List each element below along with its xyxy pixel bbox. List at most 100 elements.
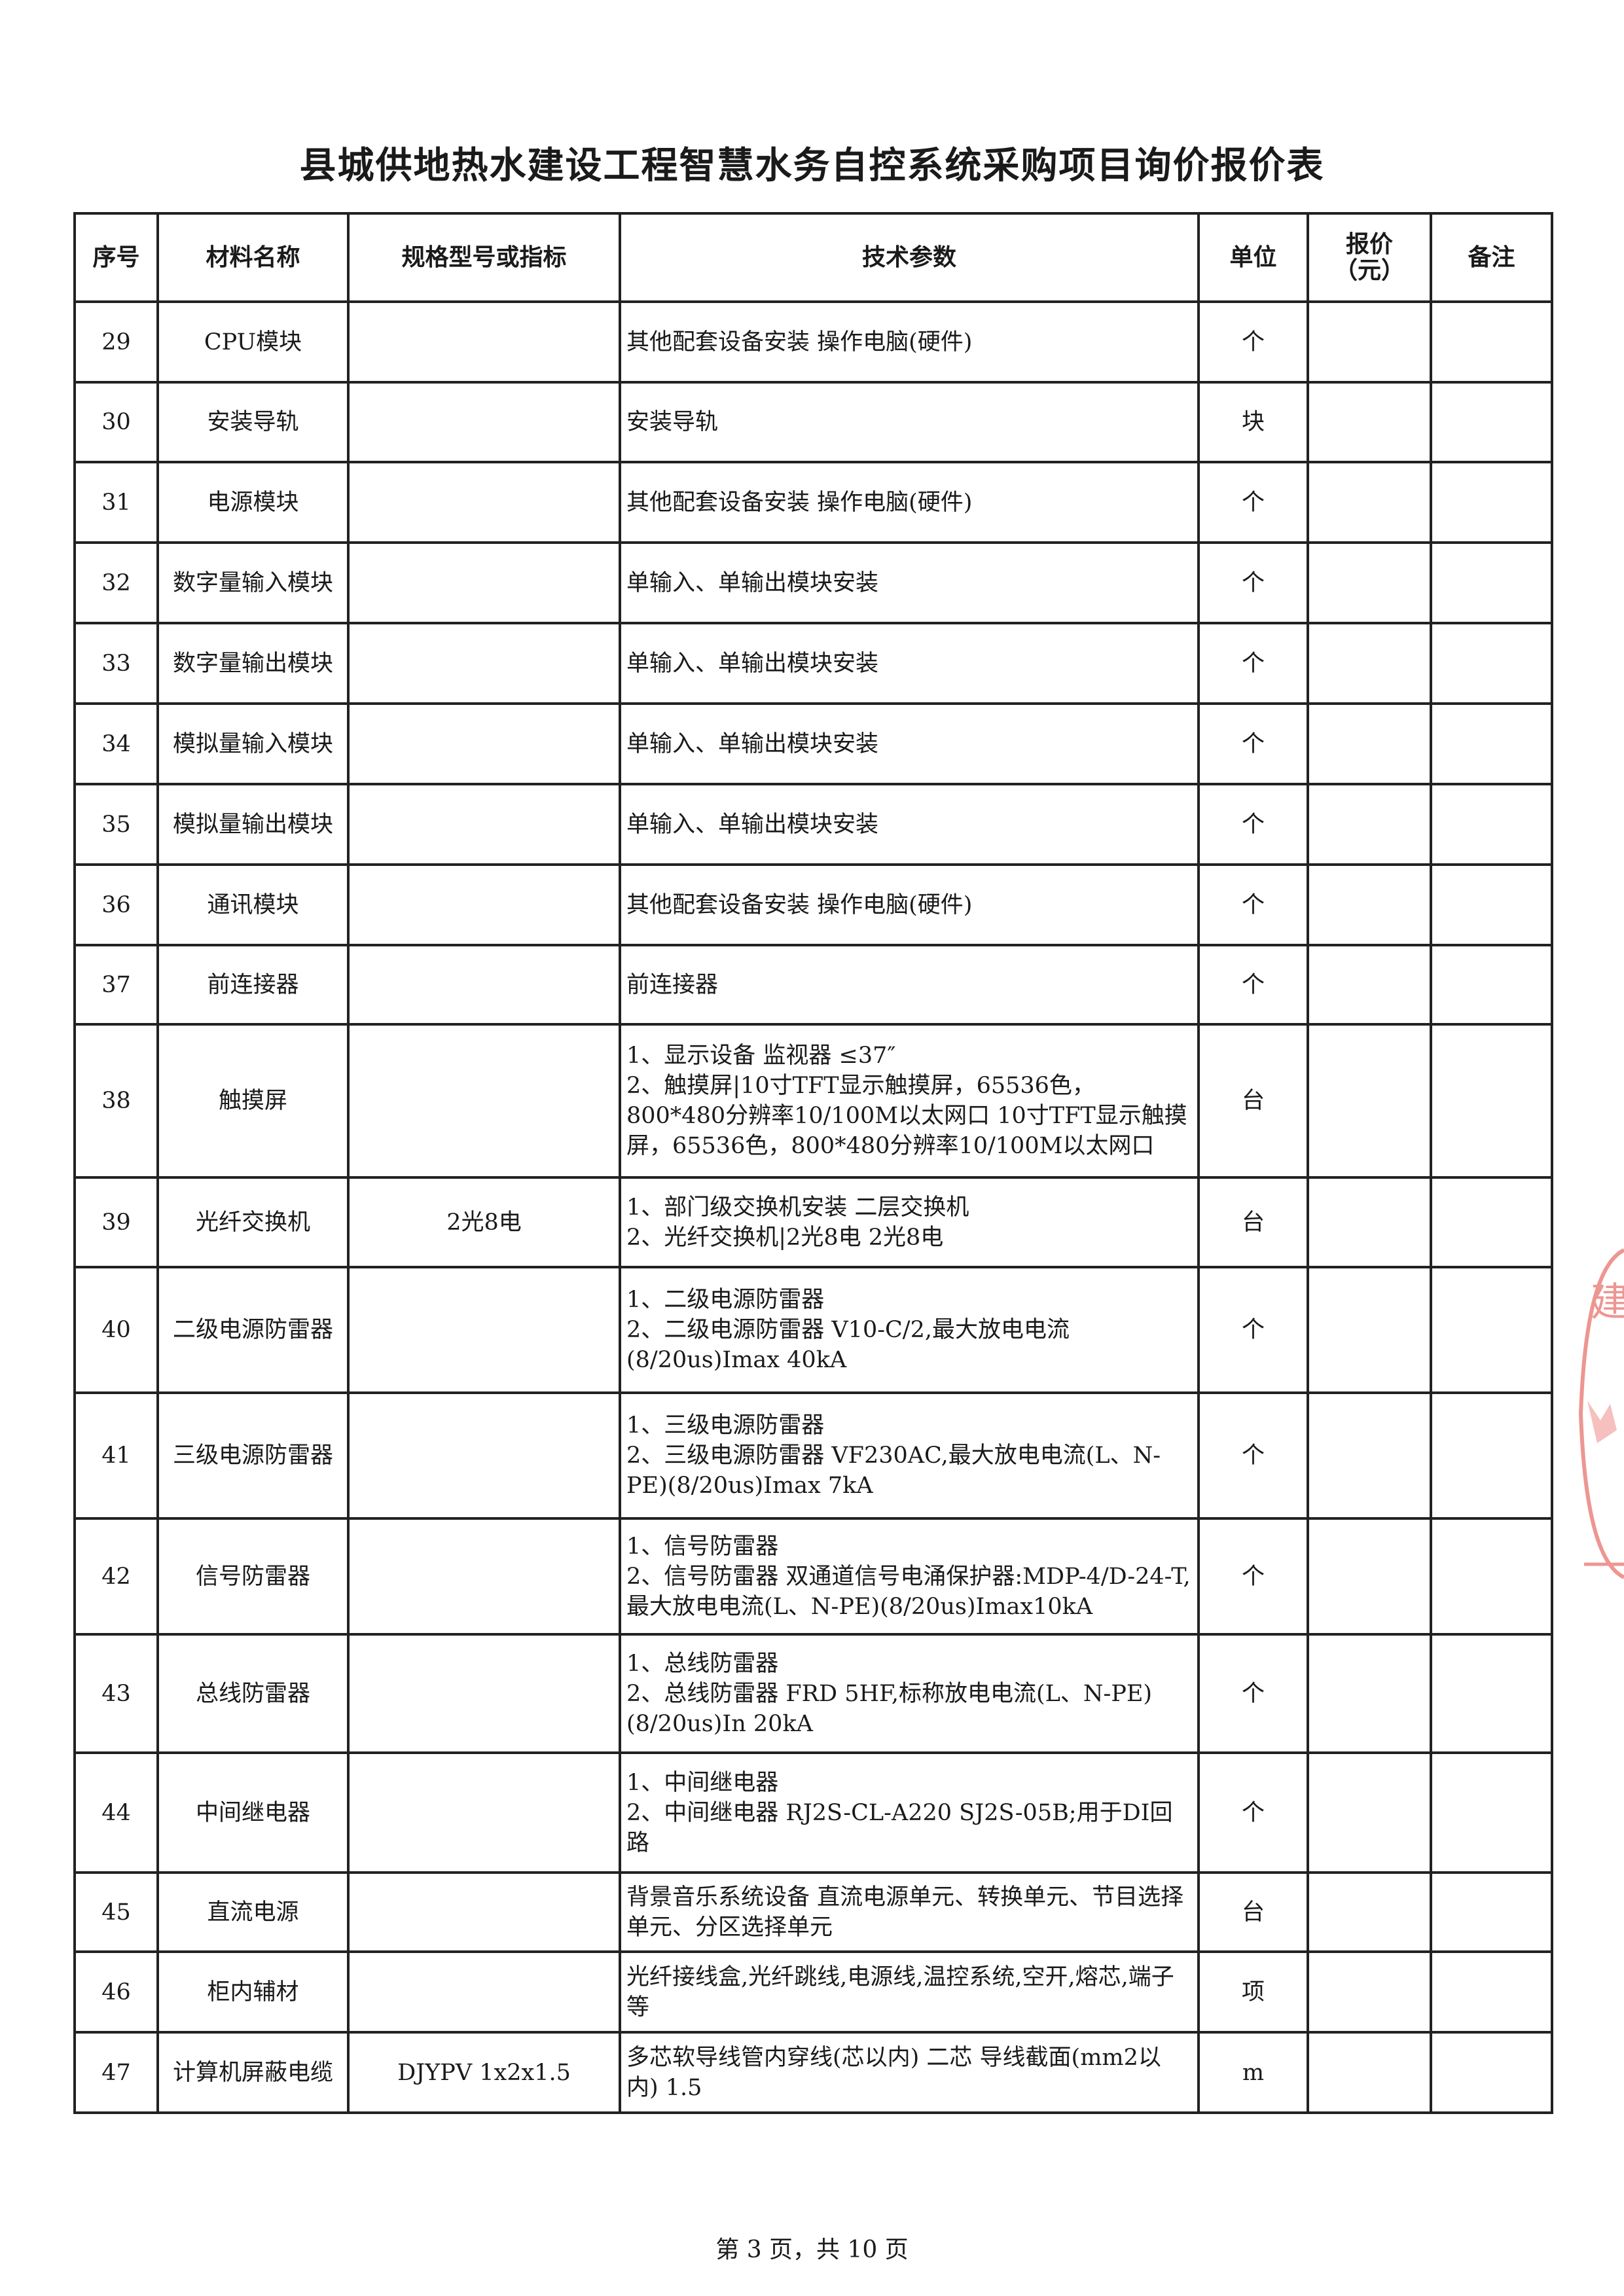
- header-row: 序号 材料名称 规格型号或指标 技术参数 单位 报价 （元） 备注: [73, 212, 1553, 303]
- column-header-spec: 规格型号或指标: [347, 212, 621, 303]
- cell-note: [1430, 1023, 1553, 1179]
- cell-name: 三级电源防雷器: [156, 1391, 350, 1520]
- cell-name: 安装导轨: [156, 381, 350, 463]
- cell-param: 1、中间继电器 2、中间继电器 RJ2S-CL-A220 SJ2S-05B;用于…: [619, 1751, 1200, 1874]
- table-row: 36 通讯模块 其他配套设备安装 操作电脑(硬件) 个: [73, 863, 1553, 946]
- cell-price: [1307, 461, 1432, 544]
- cell-price: [1307, 1176, 1432, 1268]
- cell-name: 前连接器: [156, 944, 350, 1026]
- cell-name: 二级电源防雷器: [156, 1266, 350, 1394]
- cell-spec: [347, 461, 621, 544]
- cell-price: [1307, 1391, 1432, 1520]
- cell-note: [1430, 381, 1553, 463]
- cell-name: 模拟量输入模块: [156, 702, 350, 785]
- cell-price: [1307, 1517, 1432, 1636]
- cell-unit: 项: [1197, 1950, 1309, 2034]
- cell-spec: [347, 863, 621, 946]
- cell-unit: 个: [1197, 461, 1309, 544]
- cell-note: [1430, 300, 1553, 384]
- cell-no: 45: [73, 1871, 159, 1953]
- table-row: 42 信号防雷器 1、信号防雷器 2、信号防雷器 双通道信号电涌保护器:MDP-4/…: [73, 1517, 1553, 1636]
- cell-name: 电源模块: [156, 461, 350, 544]
- table-row: 31 电源模块 其他配套设备安装 操作电脑(硬件) 个: [73, 461, 1553, 544]
- cell-unit: 个: [1197, 1633, 1309, 1754]
- cell-spec: [347, 381, 621, 463]
- table-row: 45 直流电源 背景音乐系统设备 直流电源单元、转换单元、节目选择单元、分区选择单元…: [73, 1871, 1553, 1953]
- cell-param: 1、信号防雷器 2、信号防雷器 双通道信号电涌保护器:MDP-4/D-24-T,…: [619, 1517, 1200, 1636]
- column-header-note: 备注: [1430, 212, 1553, 303]
- cell-no: 36: [73, 863, 159, 946]
- cell-unit: 台: [1197, 1871, 1309, 1953]
- cell-name: 总线防雷器: [156, 1633, 350, 1754]
- quotation-table: 序号 材料名称 规格型号或指标 技术参数 单位 报价 （元） 备注 29 CPU模块 其他配套设…: [73, 212, 1553, 2114]
- cell-price: [1307, 863, 1432, 946]
- cell-unit: 个: [1197, 783, 1309, 866]
- cell-unit: 个: [1197, 702, 1309, 785]
- cell-param: 1、二级电源防雷器 2、二级电源防雷器 V10-C/2,最大放电电流(8/20u…: [619, 1266, 1200, 1394]
- table-row: 47 计算机屏蔽电缆 DJYPV 1x2x1.5 多芯软导线管内穿线(芯以内) 二芯 …: [73, 2031, 1553, 2114]
- table-row: 33 数字量输出模块 单输入、单输出模块安装个: [73, 622, 1553, 705]
- cell-name: 柜内辅材: [156, 1950, 350, 2034]
- cell-unit: 台: [1197, 1023, 1309, 1179]
- cell-price: [1307, 300, 1432, 384]
- cell-unit: 个: [1197, 541, 1309, 624]
- cell-price: [1307, 1023, 1432, 1179]
- column-header-unit: 单位: [1197, 212, 1309, 303]
- cell-price: [1307, 1751, 1432, 1874]
- cell-spec: [347, 783, 621, 866]
- table-body: 29 CPU模块 其他配套设备安装 操作电脑(硬件) 个 30 安装导轨 安装导轨块 31 电源…: [73, 300, 1553, 2114]
- cell-param: 单输入、单输出模块安装: [619, 622, 1200, 705]
- cell-spec: [347, 1871, 621, 1953]
- cell-note: [1430, 1517, 1553, 1636]
- cell-name: 触摸屏: [156, 1023, 350, 1179]
- cell-param: 1、显示设备 监视器 ≤37″ 2、触摸屏|10寸TFT显示触摸屏，65536色…: [619, 1023, 1200, 1179]
- cell-spec: [347, 1517, 621, 1636]
- cell-param: 光纤接线盒,光纤跳线,电源线,温控系统,空开,熔芯,端子等: [619, 1950, 1200, 2034]
- cell-name: 数字量输入模块: [156, 541, 350, 624]
- cell-note: [1430, 863, 1553, 946]
- cell-spec: [347, 1266, 621, 1394]
- cell-param: 其他配套设备安装 操作电脑(硬件): [619, 863, 1200, 946]
- cell-param: 单输入、单输出模块安装: [619, 783, 1200, 866]
- cell-spec: [347, 1751, 621, 1874]
- cell-note: [1430, 622, 1553, 705]
- cell-price: [1307, 1266, 1432, 1394]
- cell-unit: 个: [1197, 300, 1309, 384]
- cell-no: 43: [73, 1633, 159, 1754]
- table-row: 41 三级电源防雷器 1、三级电源防雷器 2、三级电源防雷器 VF230AC,最大放…: [73, 1391, 1553, 1520]
- cell-name: 中间继电器: [156, 1751, 350, 1874]
- cell-note: [1430, 783, 1553, 866]
- cell-no: 44: [73, 1751, 159, 1874]
- table-row: 30 安装导轨 安装导轨块: [73, 381, 1553, 463]
- cell-param: 其他配套设备安装 操作电脑(硬件): [619, 300, 1200, 384]
- page-number: 第 3 页，共 10 页: [715, 2236, 909, 2263]
- cell-param: 单输入、单输出模块安装: [619, 541, 1200, 624]
- table-row: 40 二级电源防雷器 1、二级电源防雷器 2、二级电源防雷器 V10-C/2,最大放…: [73, 1266, 1553, 1394]
- cell-param: 1、部门级交换机安装 二层交换机 2、光纤交换机|2光8电 2光8电: [619, 1176, 1200, 1268]
- cell-no: 30: [73, 381, 159, 463]
- column-header-seq: 序号: [73, 212, 159, 303]
- cell-no: 47: [73, 2031, 159, 2114]
- svg-text:建: 建: [1591, 1280, 1624, 1325]
- cell-spec: [347, 541, 621, 624]
- cell-param: 前连接器: [619, 944, 1200, 1026]
- table-row: 34 模拟量输入模块 单输入、单输出模块安装个: [73, 702, 1553, 785]
- table-row: 38 触摸屏 1、显示设备 监视器 ≤37″ 2、触摸屏|10寸TFT显示触摸屏，6…: [73, 1023, 1553, 1179]
- cell-unit: 个: [1197, 1751, 1309, 1874]
- cell-name: 模拟量输出模块: [156, 783, 350, 866]
- cell-name: 直流电源: [156, 1871, 350, 1953]
- table-row: 37 前连接器 前连接器个: [73, 944, 1553, 1026]
- red-seal-stamp: 建: [1578, 1248, 1624, 1579]
- cell-param: 其他配套设备安装 操作电脑(硬件): [619, 461, 1200, 544]
- cell-no: 33: [73, 622, 159, 705]
- cell-no: 37: [73, 944, 159, 1026]
- cell-unit: 个: [1197, 1517, 1309, 1636]
- cell-unit: 块: [1197, 381, 1309, 463]
- cell-spec: [347, 300, 621, 384]
- cell-name: 数字量输出模块: [156, 622, 350, 705]
- cell-unit: 个: [1197, 863, 1309, 946]
- cell-param: 1、三级电源防雷器 2、三级电源防雷器 VF230AC,最大放电电流(L、N-P…: [619, 1391, 1200, 1520]
- cell-note: [1430, 461, 1553, 544]
- cell-note: [1430, 702, 1553, 785]
- cell-price: [1307, 541, 1432, 624]
